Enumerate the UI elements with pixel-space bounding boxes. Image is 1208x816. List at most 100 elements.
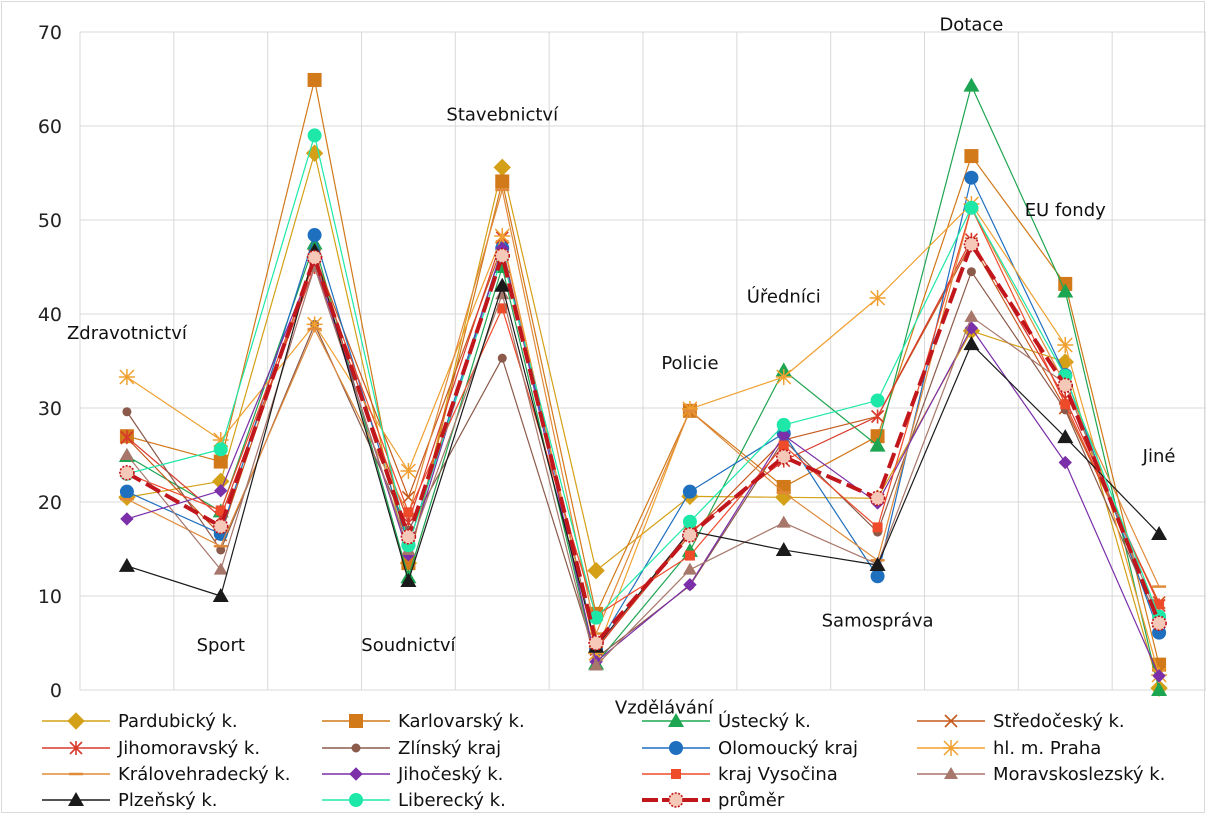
legend-marker (944, 714, 958, 728)
data-point (869, 290, 886, 307)
legend-label: Jihočeský k. (397, 764, 503, 785)
legend-marker (351, 743, 361, 753)
data-point (1154, 599, 1165, 610)
legend-label: Moravskoslezský k. (993, 764, 1165, 785)
grid-layer (79, 31, 1206, 691)
legend-label: Zlínský kraj (398, 738, 501, 759)
category-label-urednici: Úředníci (747, 285, 821, 307)
legend-marker (69, 741, 83, 755)
data-point (778, 440, 789, 451)
data-point (215, 505, 226, 516)
legend-marker (668, 713, 684, 727)
legend-entry-plzensky-k: Plzeňský k. (42, 790, 217, 811)
legend-marker (943, 740, 959, 756)
data-point (775, 541, 792, 556)
legend-marker (67, 712, 85, 730)
data-point (776, 515, 791, 528)
data-point (963, 77, 980, 92)
series-layer (118, 72, 1168, 697)
legend-marker (668, 792, 684, 808)
data-point (963, 236, 980, 253)
data-point (682, 484, 697, 499)
y-tick-label: 0 (50, 680, 62, 702)
legend-entry-kralovehradecky-k: Královehradecký k. (42, 764, 291, 785)
y-axis-ticks: 0 10 20 30 40 50 60 70 (38, 22, 62, 702)
legend-marker (349, 767, 363, 781)
legend-label: Středočeský k. (993, 711, 1125, 732)
series-line (126, 271, 1160, 659)
legend-entry-kraj-vysocina: kraj Vysočina (642, 764, 838, 785)
y-tick-label: 20 (38, 492, 62, 514)
y-tick-label: 70 (38, 22, 62, 44)
data-point (964, 309, 979, 322)
data-point (589, 658, 604, 671)
series-line (126, 79, 1160, 665)
series-line (126, 134, 1160, 619)
data-point (493, 158, 511, 177)
series-line (126, 152, 1160, 689)
legend-label: kraj Vysočina (718, 764, 838, 785)
y-tick-label: 40 (38, 304, 62, 326)
data-point (588, 645, 605, 662)
data-point (307, 228, 322, 243)
data-point (494, 277, 511, 292)
legend-label: Karlovarský k. (398, 711, 525, 732)
data-point (307, 72, 322, 87)
data-point (212, 518, 229, 535)
data-point (872, 522, 883, 533)
data-point (869, 437, 886, 452)
data-point (776, 417, 791, 432)
data-point (682, 514, 697, 529)
data-point (216, 545, 226, 555)
data-point (306, 316, 323, 333)
data-point (1057, 283, 1074, 298)
legend-entry-stredocesky-k: Středočeský k. (917, 711, 1125, 732)
data-point (120, 512, 134, 526)
data-point (776, 479, 791, 494)
legend-marker (68, 792, 84, 806)
legend-label: Pardubický k. (118, 711, 238, 732)
legend-label: průměr (718, 790, 785, 811)
data-point (213, 454, 228, 469)
data-point (400, 462, 417, 479)
legend-entry-liberecky-k: Liberecký k. (322, 790, 506, 811)
legend-entry-jihomoravsky-k: Jihomoravský k. (42, 738, 260, 759)
legend-entry-moravskoslezsky-k: Moravskoslezský k. (917, 764, 1165, 785)
data-point (119, 448, 134, 460)
legend-marker (669, 741, 683, 755)
data-point (1057, 377, 1074, 394)
data-point (870, 569, 885, 584)
data-point (964, 170, 979, 185)
data-point (403, 507, 414, 518)
category-label-sport: Sport (197, 635, 245, 656)
data-point (1151, 525, 1168, 540)
data-point (869, 556, 886, 571)
data-point (1057, 337, 1074, 354)
data-point (964, 149, 979, 164)
legend-label: Ústecký k. (718, 710, 811, 732)
data-point (213, 562, 228, 575)
data-point (587, 561, 605, 580)
data-point (495, 174, 510, 189)
data-point (494, 227, 511, 244)
category-label-dotace: Dotace (939, 15, 1003, 36)
data-point (1151, 682, 1168, 696)
category-label-policie: Policie (661, 353, 718, 374)
category-annotations: ZdravotnictvíSportPolitikaSoudnictvíStav… (67, 15, 1176, 719)
series-line (126, 189, 1160, 635)
data-point (497, 353, 507, 363)
y-tick-label: 60 (38, 116, 62, 138)
legend-label: Jihomoravský k. (117, 738, 260, 759)
legend-label: Olomoucký kraj (718, 738, 858, 759)
y-tick-label: 50 (38, 210, 62, 232)
data-point (122, 407, 132, 417)
data-point (963, 336, 980, 351)
data-point (118, 557, 135, 572)
legend-entry-jihocesky-k: Jihočeský k. (322, 764, 503, 785)
legend-label: Liberecký k. (398, 790, 506, 811)
series-line (126, 203, 1160, 676)
y-tick-label: 30 (38, 398, 62, 420)
data-point (869, 490, 886, 507)
legend-entry-ustecky-k: Ústecký k. (642, 710, 811, 732)
data-point (212, 588, 229, 602)
